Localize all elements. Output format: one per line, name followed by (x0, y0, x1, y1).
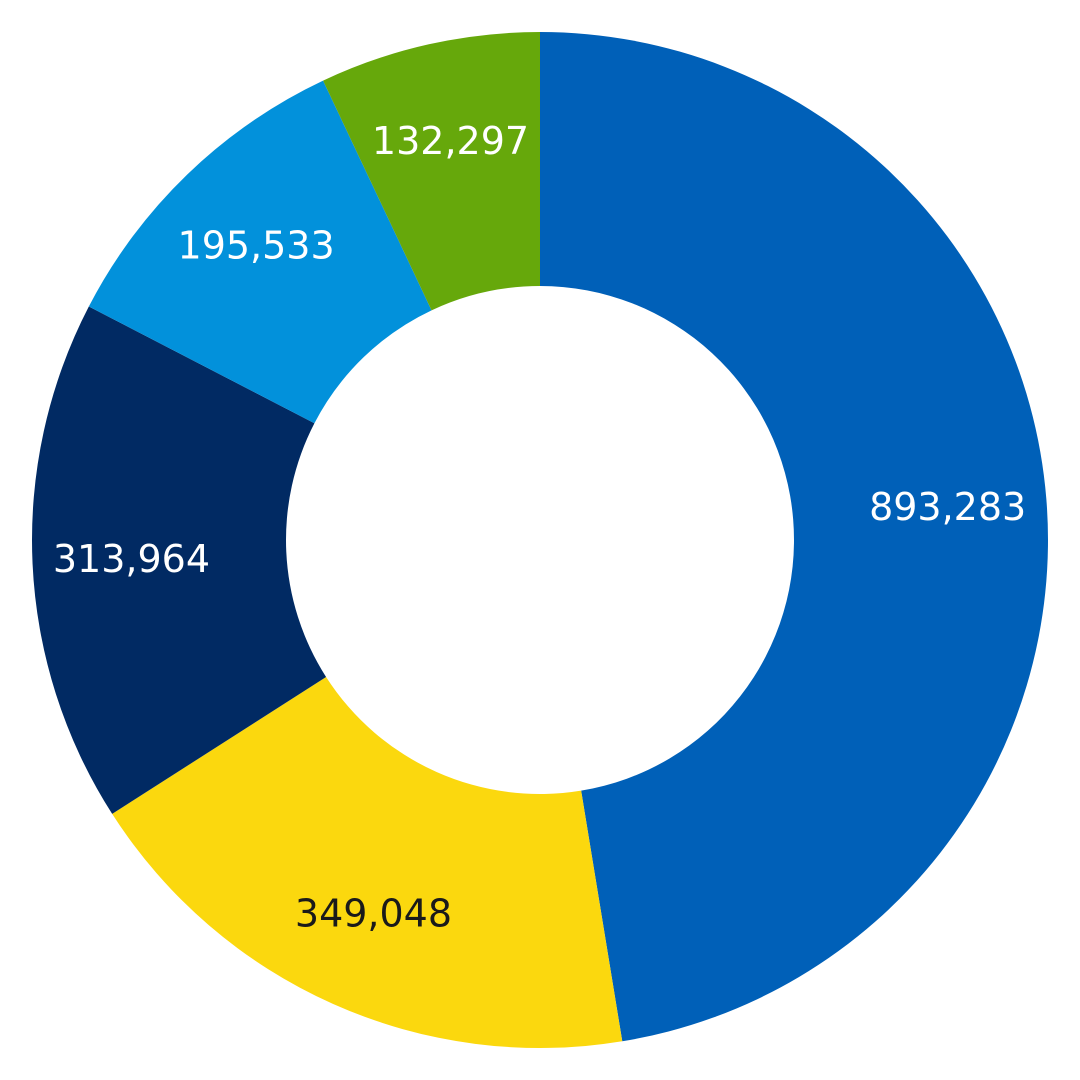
slice-value-label-5: 132,297 (372, 119, 529, 163)
donut-slice-2 (112, 676, 623, 1048)
slice-value-label-2: 349,048 (295, 892, 452, 936)
slice-value-label-1: 893,283 (869, 485, 1026, 529)
donut-slice-4 (88, 80, 432, 424)
donut-slice-5 (323, 32, 540, 311)
labels-layer: 893,283 349,048 313,964 195,533 132,297 (53, 119, 1026, 936)
slice-value-label-3: 313,964 (53, 537, 210, 581)
donut-slice-3 (31, 306, 327, 814)
slices-layer (31, 32, 1049, 1048)
slice-value-label-4: 195,533 (178, 224, 335, 268)
donut-slice-1 (540, 32, 1049, 1042)
